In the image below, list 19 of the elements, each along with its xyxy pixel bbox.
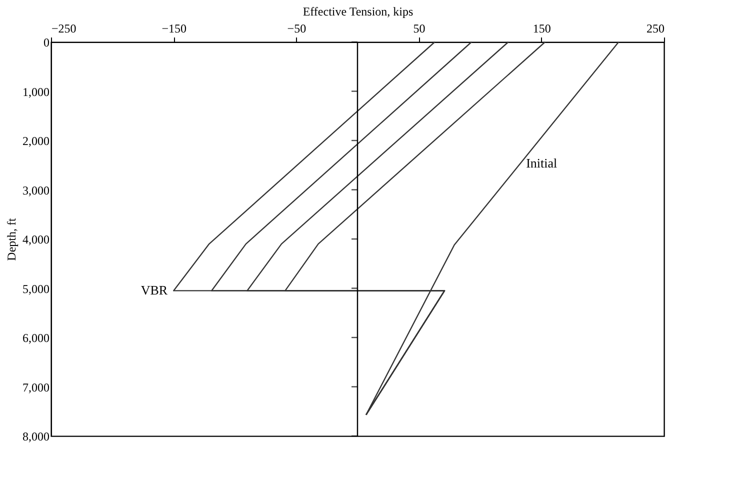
y-tick-label: 8,000: [22, 430, 50, 444]
y-tick-label: 1,000: [22, 84, 50, 99]
series-label: Initial: [526, 156, 558, 171]
x-tick-label: −250: [52, 22, 76, 36]
x-tick-label: 150: [532, 22, 551, 36]
x-tick-label: 250: [646, 22, 664, 36]
x-axis-title: Effective Tension, kips: [302, 4, 414, 18]
y-tick-label: 5,000: [22, 282, 50, 296]
x-tick-label: −150: [162, 22, 186, 36]
y-axis-title: Depth, ft: [4, 218, 18, 261]
y-tick-label: 4,000: [22, 232, 50, 246]
y-tick-label: 2,000: [22, 134, 50, 148]
x-tick-label: 50: [413, 22, 426, 36]
annotation: VBR: [140, 282, 168, 298]
y-tick-label: 3,000: [22, 183, 50, 198]
x-tick-label: −50: [287, 22, 306, 36]
y-tick-label: 0: [44, 36, 50, 50]
y-tick-label: 7,000: [22, 380, 50, 394]
y-tick-label: 6,000: [22, 331, 50, 345]
